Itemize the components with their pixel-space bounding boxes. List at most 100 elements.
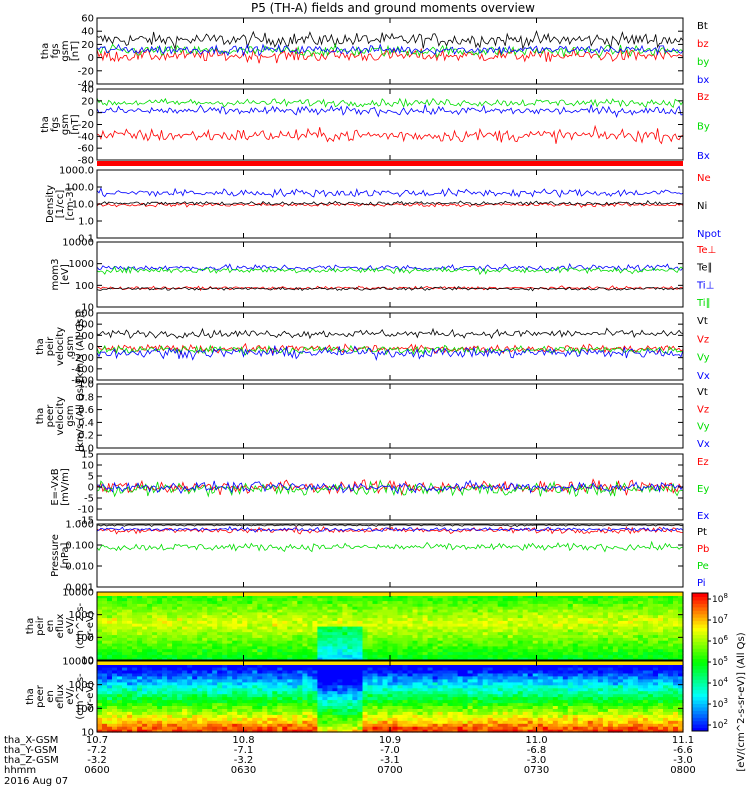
- spec-cell: [482, 645, 489, 650]
- spec-cell: [252, 681, 258, 686]
- spec-cell: [162, 614, 168, 619]
- spec-cell: [342, 711, 348, 715]
- spec-cell: [317, 634, 323, 638]
- spec-cell: [202, 681, 208, 686]
- spec-cell: [462, 609, 469, 613]
- spec-cell: [102, 657, 108, 661]
- spec-cell: [357, 672, 363, 677]
- spec-cell: [472, 675, 479, 680]
- spec-cell: [572, 657, 579, 661]
- spec-cell: [582, 609, 589, 613]
- spec-cell: [457, 684, 464, 689]
- spec-cell: [587, 631, 594, 636]
- spec-cell: [622, 637, 629, 641]
- spec-cell: [432, 690, 439, 695]
- spec-cell: [277, 681, 283, 686]
- spec-cell: [227, 637, 233, 641]
- spec-cell: [362, 664, 369, 668]
- spec-cell: [367, 720, 374, 724]
- spec-cell: [337, 603, 343, 607]
- spec-cell: [577, 643, 584, 647]
- spec-cell: [207, 643, 213, 647]
- spec-cell: [187, 664, 193, 668]
- spec-cell: [632, 631, 639, 636]
- spec-cell: [632, 640, 639, 644]
- spec-cell: [447, 717, 454, 721]
- spec-cell: [262, 617, 268, 621]
- spec-cell: [157, 609, 163, 613]
- spec-cell: [642, 631, 649, 636]
- spec-cell: [377, 666, 384, 671]
- spec-cell: [658, 609, 664, 613]
- spec-cell: [167, 720, 173, 724]
- spec-cell: [232, 687, 238, 692]
- spec-cell: [447, 603, 454, 607]
- spec-cell: [237, 666, 243, 671]
- spec-cell: [272, 634, 278, 638]
- spec-cell: [242, 654, 248, 658]
- spec-cell: [297, 643, 303, 647]
- spec-cell: [457, 696, 464, 701]
- spec-cell: [147, 609, 153, 613]
- spec-cell: [597, 600, 604, 604]
- y-axis-label-line: gsm: [65, 336, 76, 357]
- spec-cell: [117, 669, 123, 674]
- spec-cell: [137, 666, 143, 671]
- spec-cell: [162, 606, 168, 610]
- spec-cell: [437, 651, 444, 655]
- spec-cell: [317, 690, 323, 695]
- spec-cell: [557, 603, 564, 607]
- spec-cell: [222, 696, 228, 701]
- spec-cell: [412, 723, 419, 727]
- spec-cell: [297, 645, 303, 650]
- spec-cell: [297, 631, 303, 636]
- spec-cell: [372, 666, 379, 671]
- spec-cell: [292, 666, 298, 671]
- spec-cell: [572, 648, 579, 653]
- spec-cell: [457, 614, 464, 619]
- spec-cell: [272, 623, 278, 627]
- y-tick-label: 0: [88, 483, 94, 494]
- spec-cell: [147, 597, 153, 602]
- spec-cell: [432, 672, 439, 677]
- spec-cell: [567, 657, 574, 661]
- spec-cell: [152, 606, 158, 610]
- spec-cell: [357, 708, 363, 712]
- spec-cell: [402, 702, 409, 706]
- y-axis-label-line: [km/s (All Qs)]: [75, 311, 86, 383]
- spec-cell: [337, 600, 343, 604]
- spec-cell: [212, 687, 218, 692]
- spec-cell: [572, 606, 579, 610]
- spec-cell: [167, 628, 173, 633]
- spec-cell: [222, 614, 228, 619]
- spec-cell: [397, 723, 404, 727]
- spec-cell: [102, 651, 108, 655]
- spec-cell: [222, 705, 228, 709]
- spec-cell: [652, 594, 659, 599]
- spec-cell: [357, 696, 363, 701]
- spec-cell: [377, 634, 384, 638]
- spec-cell: [617, 626, 624, 630]
- spec-cell: [347, 678, 353, 683]
- spec-cell: [347, 611, 353, 616]
- spec-cell: [673, 620, 679, 624]
- spec-cell: [337, 705, 343, 709]
- spec-cell: [277, 672, 283, 677]
- y-axis-label-line: fgs: [50, 117, 61, 132]
- spec-cell: [472, 614, 479, 619]
- spec-cell: [97, 687, 103, 692]
- spec-cell: [107, 664, 113, 668]
- spec-cell: [227, 681, 233, 686]
- spec-cell: [332, 623, 338, 627]
- spec-cell: [668, 657, 674, 661]
- spec-cell: [352, 609, 358, 613]
- spec-cell: [587, 640, 594, 644]
- spec-cell: [257, 717, 263, 721]
- spec-cell: [597, 594, 604, 599]
- spec-cell: [322, 699, 328, 704]
- spec-cell: [402, 714, 409, 718]
- spec-cell: [457, 717, 464, 721]
- spec-cell: [597, 626, 604, 630]
- spec-cell: [312, 648, 318, 653]
- spec-cell: [142, 681, 148, 686]
